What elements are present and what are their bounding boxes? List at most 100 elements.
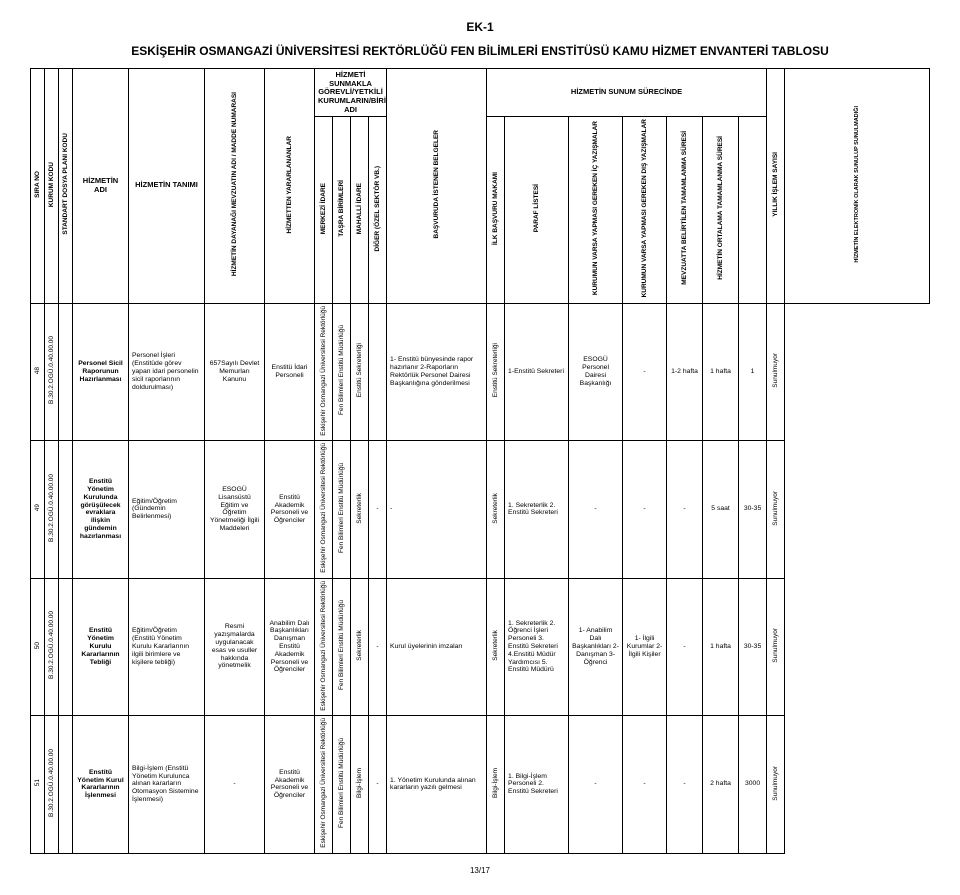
hdr-diger: DİĞER (ÖZEL SEKTÖR VB.) bbox=[374, 166, 381, 251]
cell-mahalli: Enstitü Sekreterliği bbox=[351, 303, 369, 441]
cell-kurum_kodu: B.30.2.OGÜ.0.40.00.00 bbox=[45, 716, 59, 854]
service-table: SIRA NO KURUM KODU STANDART DOSYA PLANI … bbox=[30, 68, 930, 854]
cell-merkezi: Eskişehir Osmangazi Üniversitesi Rektörl… bbox=[315, 441, 333, 579]
cell-hizmet_adi: Enstitü Yönetim Kurul Kararlarının İşlen… bbox=[73, 716, 129, 854]
table-row: 49B.30.2.OGÜ.0.40.00.00 Enstitü Yönetim K… bbox=[31, 441, 930, 579]
hdr-dayanak: HİZMETİN DAYANAĞI MEVZUATIN ADI / MADDE … bbox=[231, 92, 238, 276]
cell-dayanak: 657Sayılı Devlet Memurları Kanunu bbox=[205, 303, 265, 441]
hdr-group-sunum: HİZMETİ SUNMAKLA GÖREVLİ/YETKİLİ KURUMLA… bbox=[315, 69, 387, 117]
cell-paraf: 1. Sekreterlik 2. Öğrenci İşleri Persone… bbox=[505, 578, 569, 716]
cell-ilk_basvuru: Sekreterlik bbox=[487, 578, 505, 716]
hdr-yillik: YILLIK İŞLEM SAYISI bbox=[772, 152, 779, 217]
table-row: 51B.30.2.OGÜ.0.40.00.00 Enstitü Yönetim K… bbox=[31, 716, 930, 854]
hdr-hizmet-tanimi: HİZMETİN TANIMI bbox=[135, 180, 198, 189]
cell-tasra: Fen Bilimleri Enstitü Müdürlüğü bbox=[333, 716, 351, 854]
hdr-merkezi: MERKEZİ İDARE bbox=[320, 183, 327, 234]
cell-yararlanan: Anabilim Dalı Başkanlıkları Danışman Ens… bbox=[265, 578, 315, 716]
table-row: 50B.30.2.OGÜ.0.40.00.00 Enstitü Yönetim K… bbox=[31, 578, 930, 716]
cell-sira_no: 50 bbox=[31, 578, 45, 716]
page-footer: 13/17 bbox=[30, 866, 930, 875]
cell-diger bbox=[369, 303, 387, 441]
cell-ic_yazisma: ESOGÜ Personel Dairesi Başkanlığı bbox=[569, 303, 623, 441]
cell-hizmet_tanimi: Bilgi-İşlem (Enstitü Yönetim Kurulunca a… bbox=[129, 716, 205, 854]
cell-ic_yazisma: - bbox=[569, 716, 623, 854]
cell-kurum_kodu: B.30.2.OGÜ.0.40.00.00 bbox=[45, 441, 59, 579]
cell-ilk_basvuru: Enstitü Sekreterliği bbox=[487, 303, 505, 441]
cell-tasra: Fen Bilimleri Enstitü Müdürlüğü bbox=[333, 441, 351, 579]
cell-tasra: Fen Bilimleri Enstitü Müdürlüğü bbox=[333, 303, 351, 441]
cell-dayanak: - bbox=[205, 716, 265, 854]
cell-hizmet_tanimi: Eğitim/Öğretim (Enstitü Yönetim Kurulu K… bbox=[129, 578, 205, 716]
hdr-ilk-basvuru: İLK BAŞVURU MAKAMI bbox=[492, 172, 499, 245]
cell-dayanak: Resmi yazışmalarda uygulanacak esas ve u… bbox=[205, 578, 265, 716]
page-label: EK-1 bbox=[30, 20, 930, 34]
hdr-yararlanan: HİZMETTEN YARARLANANLAR bbox=[286, 136, 293, 234]
cell-std_dosya bbox=[59, 441, 73, 579]
cell-yararlanan: Enstitü İdari Personeli bbox=[265, 303, 315, 441]
cell-ortalama_sure: 1 hafta bbox=[703, 578, 739, 716]
hdr-mevzuat-sure: MEVZUATTA BELİRTİLEN TAMAMLANMA SÜRESİ bbox=[681, 131, 688, 285]
cell-yillik_islem: 30-35 bbox=[739, 441, 767, 579]
cell-yillik_islem: 30-35 bbox=[739, 578, 767, 716]
cell-yillik_islem: 1 bbox=[739, 303, 767, 441]
cell-diger: - bbox=[369, 578, 387, 716]
cell-hizmet_tanimi: Personel İşleri (Enstitüde görev yapan i… bbox=[129, 303, 205, 441]
table-row: 48B.30.2.OGÜ.0.40.00.00 Personel Sicil Ra… bbox=[31, 303, 930, 441]
hdr-sira-no: SIRA NO bbox=[34, 171, 41, 198]
cell-dis_yazisma: 1- İlgili Kurumlar 2-İlgili Kişiler bbox=[623, 578, 667, 716]
cell-yararlanan: Enstitü Akademik Personeli ve Öğrenciler bbox=[265, 441, 315, 579]
hdr-belgeler: BAŞVURUDA İSTENEN BELGELER bbox=[433, 130, 440, 238]
cell-mahalli: Sekreterlik bbox=[351, 441, 369, 579]
cell-dis_yazisma: - bbox=[623, 716, 667, 854]
hdr-ortalama-sure: HİZMETİN ORTALAMA TAMAMLANMA SÜRESİ bbox=[717, 136, 724, 280]
hdr-kurum-kodu: KURUM KODU bbox=[48, 162, 55, 207]
cell-ortalama_sure: 1 hafta bbox=[703, 303, 739, 441]
cell-ortalama_sure: 2 hafta bbox=[703, 716, 739, 854]
cell-ic_yazisma: - bbox=[569, 441, 623, 579]
cell-elektronik: Sunulmuyor bbox=[767, 716, 785, 854]
cell-tasra: Fen Bilimleri Enstitü Müdürlüğü bbox=[333, 578, 351, 716]
cell-paraf: 1. Bilgi-İşlem Personeli 2. Enstitü Sekr… bbox=[505, 716, 569, 854]
cell-std_dosya bbox=[59, 716, 73, 854]
cell-hizmet_adi: Enstitü Yönetim Kurulu Kararlarının Tebl… bbox=[73, 578, 129, 716]
cell-diger: - bbox=[369, 716, 387, 854]
cell-hizmet_adi: Personel Sicil Raporunun Hazırlanması bbox=[73, 303, 129, 441]
cell-merkezi: Eskişehir Osmangazi Üniversitesi Rektörl… bbox=[315, 716, 333, 854]
hdr-tasra: TAŞRA BİRİMLERİ bbox=[338, 180, 345, 237]
cell-sira_no: 51 bbox=[31, 716, 45, 854]
cell-ortalama_sure: 5 saat bbox=[703, 441, 739, 579]
cell-hizmet_adi: Enstitü Yönetim Kurulunda görüşülecek ev… bbox=[73, 441, 129, 579]
cell-sira_no: 48 bbox=[31, 303, 45, 441]
cell-elektronik: Sunulmuyor bbox=[767, 441, 785, 579]
cell-merkezi: Eskişehir Osmangazi Üniversitesi Rektörl… bbox=[315, 303, 333, 441]
hdr-std-dosya: STANDART DOSYA PLANI KODU bbox=[62, 133, 69, 235]
hdr-group-surec: HİZMETİN SUNUM SÜRECİNDE bbox=[487, 69, 767, 117]
cell-ic_yazisma: 1- Anabilim Dalı Başkanlıkları 2- Danışm… bbox=[569, 578, 623, 716]
hdr-ic-yazisma: KURUMUN VARSA YAPMASI GEREKEN İÇ YAZIŞMA… bbox=[592, 121, 599, 295]
hdr-hizmet-adi: HİZMETİN ADI bbox=[83, 176, 118, 194]
cell-belgeler: 1- Enstitü bünyesinde rapor hazırlanır 2… bbox=[387, 303, 487, 441]
cell-mahalli: Sekreterlik bbox=[351, 578, 369, 716]
hdr-mahalli: MAHALLİ İDARE bbox=[356, 183, 363, 234]
hdr-dis-yazisma: KURUMUN VARSA YAPMASI GEREKEN DIŞ YAZIŞM… bbox=[641, 119, 648, 297]
cell-ilk_basvuru: Bilgi-İşlem bbox=[487, 716, 505, 854]
cell-mevzuat_sure: 1-2 hafta bbox=[667, 303, 703, 441]
cell-diger: - bbox=[369, 441, 387, 579]
cell-hizmet_tanimi: Eğitim/Öğretim (Gündemin Belirlenmesi) bbox=[129, 441, 205, 579]
cell-yararlanan: Enstitü Akademik Personeli ve Öğrenciler bbox=[265, 716, 315, 854]
cell-mevzuat_sure: - bbox=[667, 578, 703, 716]
cell-kurum_kodu: B.30.2.OGÜ.0.40.00.00 bbox=[45, 303, 59, 441]
cell-ilk_basvuru: Sekreterlik bbox=[487, 441, 505, 579]
cell-belgeler: - bbox=[387, 441, 487, 579]
cell-merkezi: Eskişehir Osmangazi Üniversitesi Rektörl… bbox=[315, 578, 333, 716]
cell-mevzuat_sure: - bbox=[667, 441, 703, 579]
cell-paraf: 1-Enstitü Sekreteri bbox=[505, 303, 569, 441]
cell-paraf: 1. Sekreterlik 2. Enstitü Sekreteri bbox=[505, 441, 569, 579]
cell-dayanak: ESOGÜ Lisansüstü Eğitim ve Öğretim Yönet… bbox=[205, 441, 265, 579]
cell-sira_no: 49 bbox=[31, 441, 45, 579]
hdr-elektronik: HİZMETİN ELEKTRONİK OLARAK SUNULUP SUNUL… bbox=[854, 106, 860, 263]
cell-belgeler: 1. Yönetim Kurulunda alınan kararların y… bbox=[387, 716, 487, 854]
cell-kurum_kodu: B.30.2.OGÜ.0.40.00.00 bbox=[45, 578, 59, 716]
cell-elektronik: Sunulmuyor bbox=[767, 303, 785, 441]
cell-std_dosya bbox=[59, 303, 73, 441]
